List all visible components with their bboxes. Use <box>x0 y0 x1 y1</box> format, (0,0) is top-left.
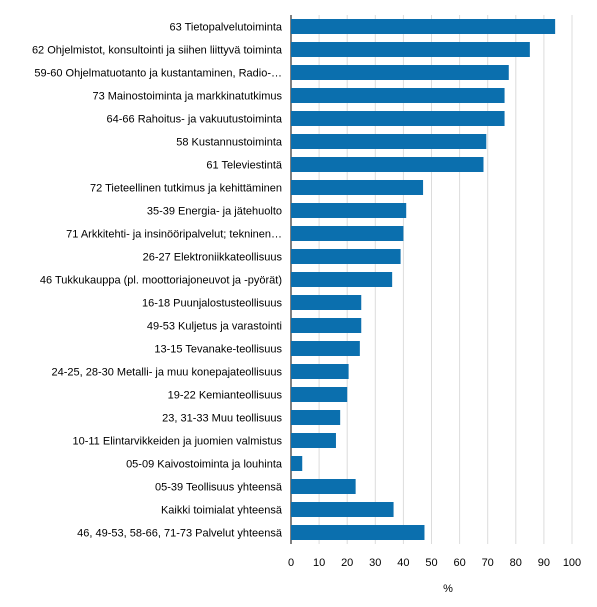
bar <box>291 157 484 172</box>
category-label: 05-09 Kaivostoiminta ja louhinta <box>126 459 283 471</box>
bar <box>291 272 393 287</box>
x-tick-label: 30 <box>369 557 381 569</box>
x-axis-ticks: 0 10 20 30 40 50 60 70 80 90 100 <box>288 557 581 569</box>
category-label: 10-11 Elintarvikkeiden ja juomien valmis… <box>72 436 282 448</box>
x-tick-label: 70 <box>482 557 494 569</box>
category-label: 63 Tietopalvelutoiminta <box>169 22 282 34</box>
bar <box>291 341 360 356</box>
bars <box>291 19 556 540</box>
category-label: 46, 49-53, 58-66, 71-73 Palvelut yhteens… <box>77 528 283 540</box>
gridlines <box>290 15 573 544</box>
bar <box>291 525 425 540</box>
bar <box>291 295 362 310</box>
bar <box>291 65 509 80</box>
category-label: 46 Tukkukauppa (pl. moottoriajoneuvot ja… <box>40 275 282 287</box>
x-tick-label: 20 <box>341 557 353 569</box>
bar <box>291 19 556 34</box>
bar <box>291 433 336 448</box>
bar <box>291 42 530 57</box>
bar <box>291 364 349 379</box>
category-label: 58 Kustannustoiminta <box>176 137 283 149</box>
bar <box>291 111 505 126</box>
bar <box>291 502 394 517</box>
bar <box>291 203 407 218</box>
x-tick-label: 0 <box>288 557 294 569</box>
category-label: 73 Mainostoiminta ja markkinatutkimus <box>92 91 282 103</box>
bar <box>291 180 424 195</box>
category-label: 35-39 Energia- ja jätehuolto <box>147 206 282 218</box>
bar <box>291 479 356 494</box>
category-label: 24-25, 28-30 Metalli- ja muu konepajateo… <box>51 367 282 379</box>
category-label: 23, 31-33 Muu teollisuus <box>162 413 282 425</box>
bar <box>291 88 505 103</box>
bar <box>291 134 487 149</box>
bar <box>291 410 341 425</box>
category-label: 62 Ohjelmistot, konsultointi ja siihen l… <box>32 45 283 57</box>
x-tick-label: 80 <box>510 557 522 569</box>
x-axis-title: % <box>443 583 453 595</box>
category-label: 64-66 Rahoitus- ja vakuutustoiminta <box>107 114 283 126</box>
category-label: 72 Tieteellinen tutkimus ja kehittäminen <box>90 183 282 195</box>
category-label: 61 Televiestintä <box>206 160 283 172</box>
category-label: 59-60 Ohjelmatuotanto ja kustantaminen, … <box>34 68 282 80</box>
bar <box>291 318 362 333</box>
category-label: 71 Arkkitehti- ja insinööripalvelut; tek… <box>66 229 282 241</box>
x-tick-label: 50 <box>425 557 437 569</box>
bar <box>291 456 303 471</box>
category-label: 49-53 Kuljetus ja varastointi <box>147 321 282 333</box>
category-label: 26-27 Elektroniikkateollisuus <box>143 252 283 264</box>
category-labels: 63 Tietopalvelutoiminta 62 Ohjelmistot, k… <box>32 22 283 540</box>
category-label: 16-18 Puunjalostusteollisuus <box>142 298 283 310</box>
category-label: Kaikki toimialat yhteensä <box>161 505 283 517</box>
category-label: 19-22 Kemianteollisuus <box>168 390 283 402</box>
bar <box>291 249 401 264</box>
bar <box>291 387 348 402</box>
x-tick-label: 60 <box>453 557 465 569</box>
bar <box>291 226 404 241</box>
x-tick-label: 10 <box>313 557 325 569</box>
category-label: 13-15 Tevanake-teollisuus <box>154 344 282 356</box>
category-label: 05-39 Teollisuus yhteensä <box>155 482 283 494</box>
x-tick-label: 90 <box>538 557 550 569</box>
x-tick-label: 100 <box>563 557 581 569</box>
x-tick-label: 40 <box>397 557 409 569</box>
